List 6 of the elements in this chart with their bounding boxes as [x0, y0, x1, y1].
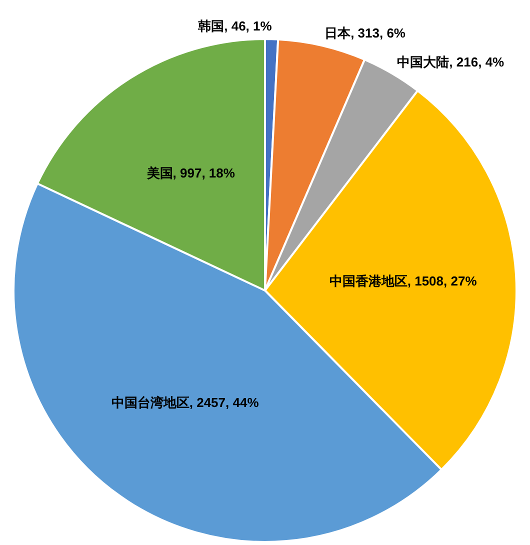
- slice-label: 美国, 997, 18%: [146, 165, 236, 180]
- slice-label: 中国台湾地区, 2457, 44%: [111, 394, 260, 410]
- slice-label: 中国香港地区, 1508, 27%: [329, 273, 478, 288]
- slice-label: 中国大陆, 216, 4%: [397, 54, 505, 70]
- slice-label: 日本, 313, 6%: [324, 26, 406, 41]
- slice-label: 韩国, 46, 1%: [197, 18, 272, 34]
